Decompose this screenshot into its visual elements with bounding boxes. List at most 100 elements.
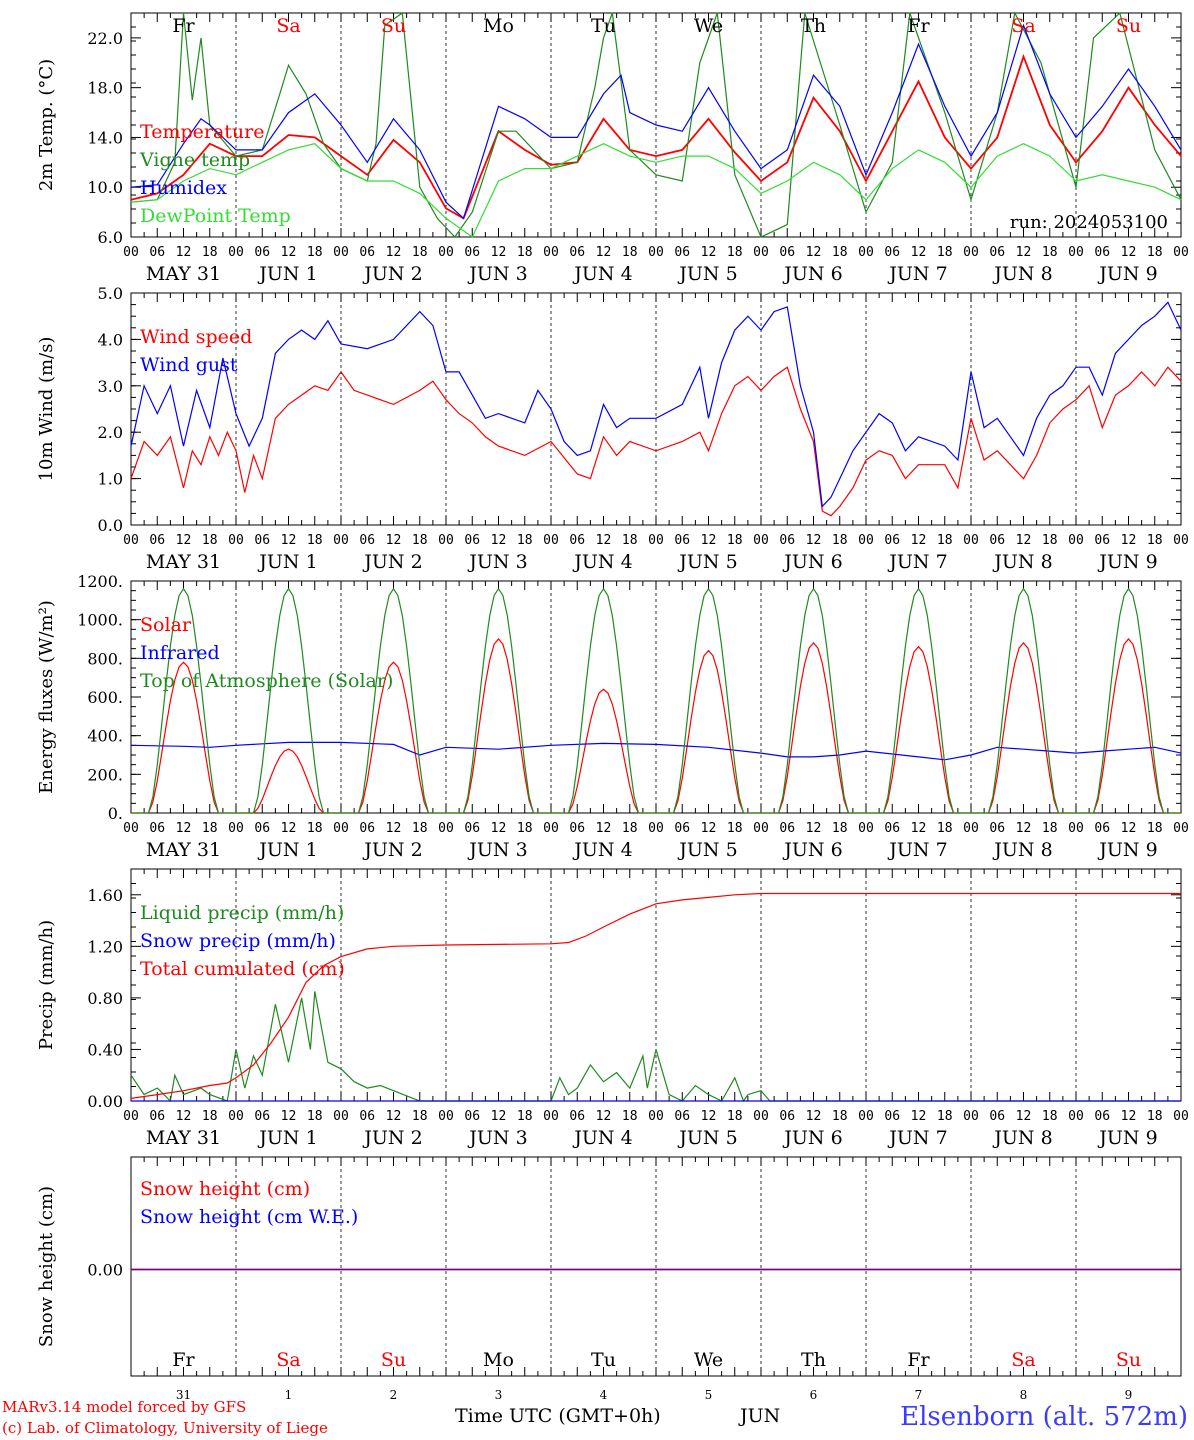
date-label: JUN 6 <box>782 839 842 861</box>
hour-label: 06 <box>989 1109 1005 1124</box>
time-axis-label: Time UTC (GMT+0h) <box>455 1405 661 1427</box>
day-number: 4 <box>600 1388 608 1402</box>
hour-label: 18 <box>202 245 218 260</box>
hour-label: 00 <box>1068 1109 1084 1124</box>
hour-label: 18 <box>202 1109 218 1124</box>
hour-label: 00 <box>123 533 139 548</box>
y-tick-label: 0.00 <box>87 1261 123 1280</box>
hour-label: 12 <box>176 821 192 836</box>
date-label: JUN 4 <box>572 551 632 573</box>
legend-2: Snow height (cm W.E.) <box>140 1206 358 1228</box>
date-label: JUN 4 <box>572 1127 632 1149</box>
hour-label: 12 <box>281 1109 297 1124</box>
hour-label: 06 <box>779 1109 795 1124</box>
date-label: JUN 5 <box>677 1127 737 1149</box>
hour-label: 00 <box>123 821 139 836</box>
hour-label: 12 <box>386 1109 402 1124</box>
day-label-bottom: Fr <box>907 1349 930 1371</box>
legend-3: Top of Atmosphere (Solar) <box>140 670 393 692</box>
legend-1: Liquid precip (mm/h) <box>140 902 344 924</box>
hour-label: 12 <box>1121 533 1137 548</box>
day-label-top: Su <box>1116 15 1141 37</box>
month-label: JUN <box>740 1405 781 1427</box>
date-label: JUN 7 <box>887 839 947 861</box>
hour-label: 06 <box>989 533 1005 548</box>
day-label-top: Sa <box>1011 15 1035 37</box>
date-label: JUN 2 <box>362 551 422 573</box>
hour-label: 00 <box>858 1109 874 1124</box>
panel-1 <box>130 11 1182 238</box>
y-tick-label: 3.0 <box>98 377 123 396</box>
hour-label: 18 <box>832 1109 848 1124</box>
series-line <box>130 366 1182 517</box>
hour-label: 18 <box>1147 821 1163 836</box>
legend-2: Snow precip (mm/h) <box>140 930 336 952</box>
y-tick-label: 1.0 <box>98 470 123 489</box>
day-label-top: Su <box>381 15 406 37</box>
hour-label: 06 <box>779 533 795 548</box>
date-label: JUN 3 <box>467 1127 527 1149</box>
hour-label: 06 <box>674 533 690 548</box>
date-label: JUN 7 <box>887 551 947 573</box>
hour-label: 18 <box>832 245 848 260</box>
legend-2: Infrared <box>140 642 220 664</box>
hour-label: 06 <box>464 533 480 548</box>
hour-label: 06 <box>884 245 900 260</box>
date-label: JUN 1 <box>257 263 317 285</box>
date-label: MAY 31 <box>146 839 221 861</box>
date-label: JUN 9 <box>1097 1127 1157 1149</box>
date-label: JUN 2 <box>362 839 422 861</box>
legend-2: Vigne temp <box>139 149 250 171</box>
series-line <box>130 301 1182 508</box>
date-label: JUN 8 <box>992 551 1052 573</box>
y-axis-label: Snow height (cm) <box>36 1186 57 1347</box>
y-tick-label: 5.0 <box>98 284 123 303</box>
hour-label: 06 <box>254 1109 270 1124</box>
hour-label: 00 <box>858 245 874 260</box>
day-label-top: Fr <box>907 15 930 37</box>
date-label: JUN 7 <box>887 1127 947 1149</box>
y-axis-label: 10m Wind (m/s) <box>36 337 57 482</box>
hour-label: 06 <box>569 821 585 836</box>
date-label: JUN 4 <box>572 839 632 861</box>
date-label: JUN 9 <box>1097 839 1157 861</box>
hour-label: 06 <box>149 1109 165 1124</box>
hour-label: 00 <box>438 245 454 260</box>
hour-label: 06 <box>884 533 900 548</box>
day-number: 8 <box>1020 1388 1028 1402</box>
hour-label: 00 <box>543 245 559 260</box>
date-label: JUN 4 <box>572 263 632 285</box>
day-label-top: Th <box>801 15 826 37</box>
hour-label: 06 <box>1094 1109 1110 1124</box>
hour-label: 06 <box>674 245 690 260</box>
day-label-bottom: Fr <box>172 1349 195 1371</box>
hour-label: 06 <box>359 821 375 836</box>
date-label: JUN 5 <box>677 263 737 285</box>
hour-label: 00 <box>228 533 244 548</box>
date-label: JUN 8 <box>992 839 1052 861</box>
hour-label: 12 <box>1016 1109 1032 1124</box>
hour-label: 06 <box>1094 821 1110 836</box>
hour-label: 18 <box>937 533 953 548</box>
hour-label: 06 <box>989 245 1005 260</box>
day-label-bottom: Th <box>801 1349 826 1371</box>
legend-1: Wind speed <box>140 326 252 348</box>
day-number: 31 <box>176 1388 191 1402</box>
date-label: JUN 6 <box>782 551 842 573</box>
date-label: JUN 8 <box>992 263 1052 285</box>
hour-label: 18 <box>412 821 428 836</box>
hour-label: 12 <box>386 245 402 260</box>
y-tick-label: 0.0 <box>98 516 123 535</box>
y-axis-label: Precip (mm/h) <box>36 920 57 1050</box>
series-line <box>130 23 1182 220</box>
y-tick-label: 6.0 <box>98 228 123 247</box>
hour-label: 12 <box>281 533 297 548</box>
hour-label: 00 <box>543 1109 559 1124</box>
hour-label: 18 <box>202 821 218 836</box>
hour-label: 12 <box>281 245 297 260</box>
day-label-bottom: We <box>694 1349 723 1371</box>
hour-label: 12 <box>1121 821 1137 836</box>
date-label: JUN 9 <box>1097 551 1157 573</box>
series-line <box>131 587 1181 814</box>
y-tick-label: 400. <box>87 727 123 746</box>
